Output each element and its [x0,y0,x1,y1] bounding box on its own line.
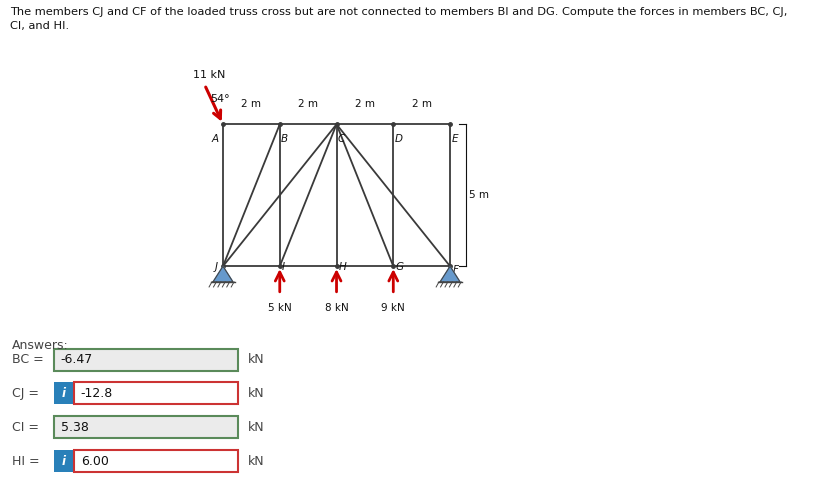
Text: J: J [214,262,217,272]
Text: BC =: BC = [12,353,44,366]
Text: i: i [62,387,65,400]
Text: 2 m: 2 m [241,99,261,109]
Text: C: C [337,134,345,144]
Text: H: H [338,262,347,272]
Text: 11 kN: 11 kN [193,70,225,80]
Text: 2 m: 2 m [411,99,431,109]
Text: kN: kN [248,353,265,366]
FancyBboxPatch shape [74,382,238,404]
Polygon shape [440,266,460,282]
Text: kN: kN [248,387,265,400]
Text: 5 m: 5 m [468,190,488,200]
Text: CI =: CI = [12,421,39,434]
Text: F: F [452,265,458,275]
FancyBboxPatch shape [54,450,74,472]
FancyBboxPatch shape [54,349,238,371]
Text: E: E [451,134,457,144]
Text: The members CJ and CF of the loaded truss cross but are not connected to members: The members CJ and CF of the loaded trus… [10,7,786,31]
Text: B: B [281,134,288,144]
Text: I: I [282,262,284,272]
Text: 54°: 54° [210,94,230,104]
Text: D: D [394,134,402,144]
Text: 2 m: 2 m [355,99,375,109]
Text: 2 m: 2 m [298,99,318,109]
Polygon shape [213,266,232,282]
Text: Answers:: Answers: [12,339,69,352]
Text: 5.38: 5.38 [60,421,88,434]
Text: kN: kN [248,421,265,434]
FancyBboxPatch shape [54,416,238,438]
Text: i: i [62,455,65,468]
Text: A: A [212,134,218,144]
FancyBboxPatch shape [74,450,238,472]
Text: kN: kN [248,455,265,468]
Text: -12.8: -12.8 [81,387,112,400]
Text: G: G [395,262,403,272]
FancyBboxPatch shape [54,382,74,404]
Text: HI =: HI = [12,455,40,468]
Text: CJ =: CJ = [12,387,39,400]
Text: 6.00: 6.00 [81,455,108,468]
Text: 9 kN: 9 kN [381,303,404,313]
Text: 8 kN: 8 kN [324,303,348,313]
Text: 5 kN: 5 kN [268,303,291,313]
Text: -6.47: -6.47 [60,353,93,366]
